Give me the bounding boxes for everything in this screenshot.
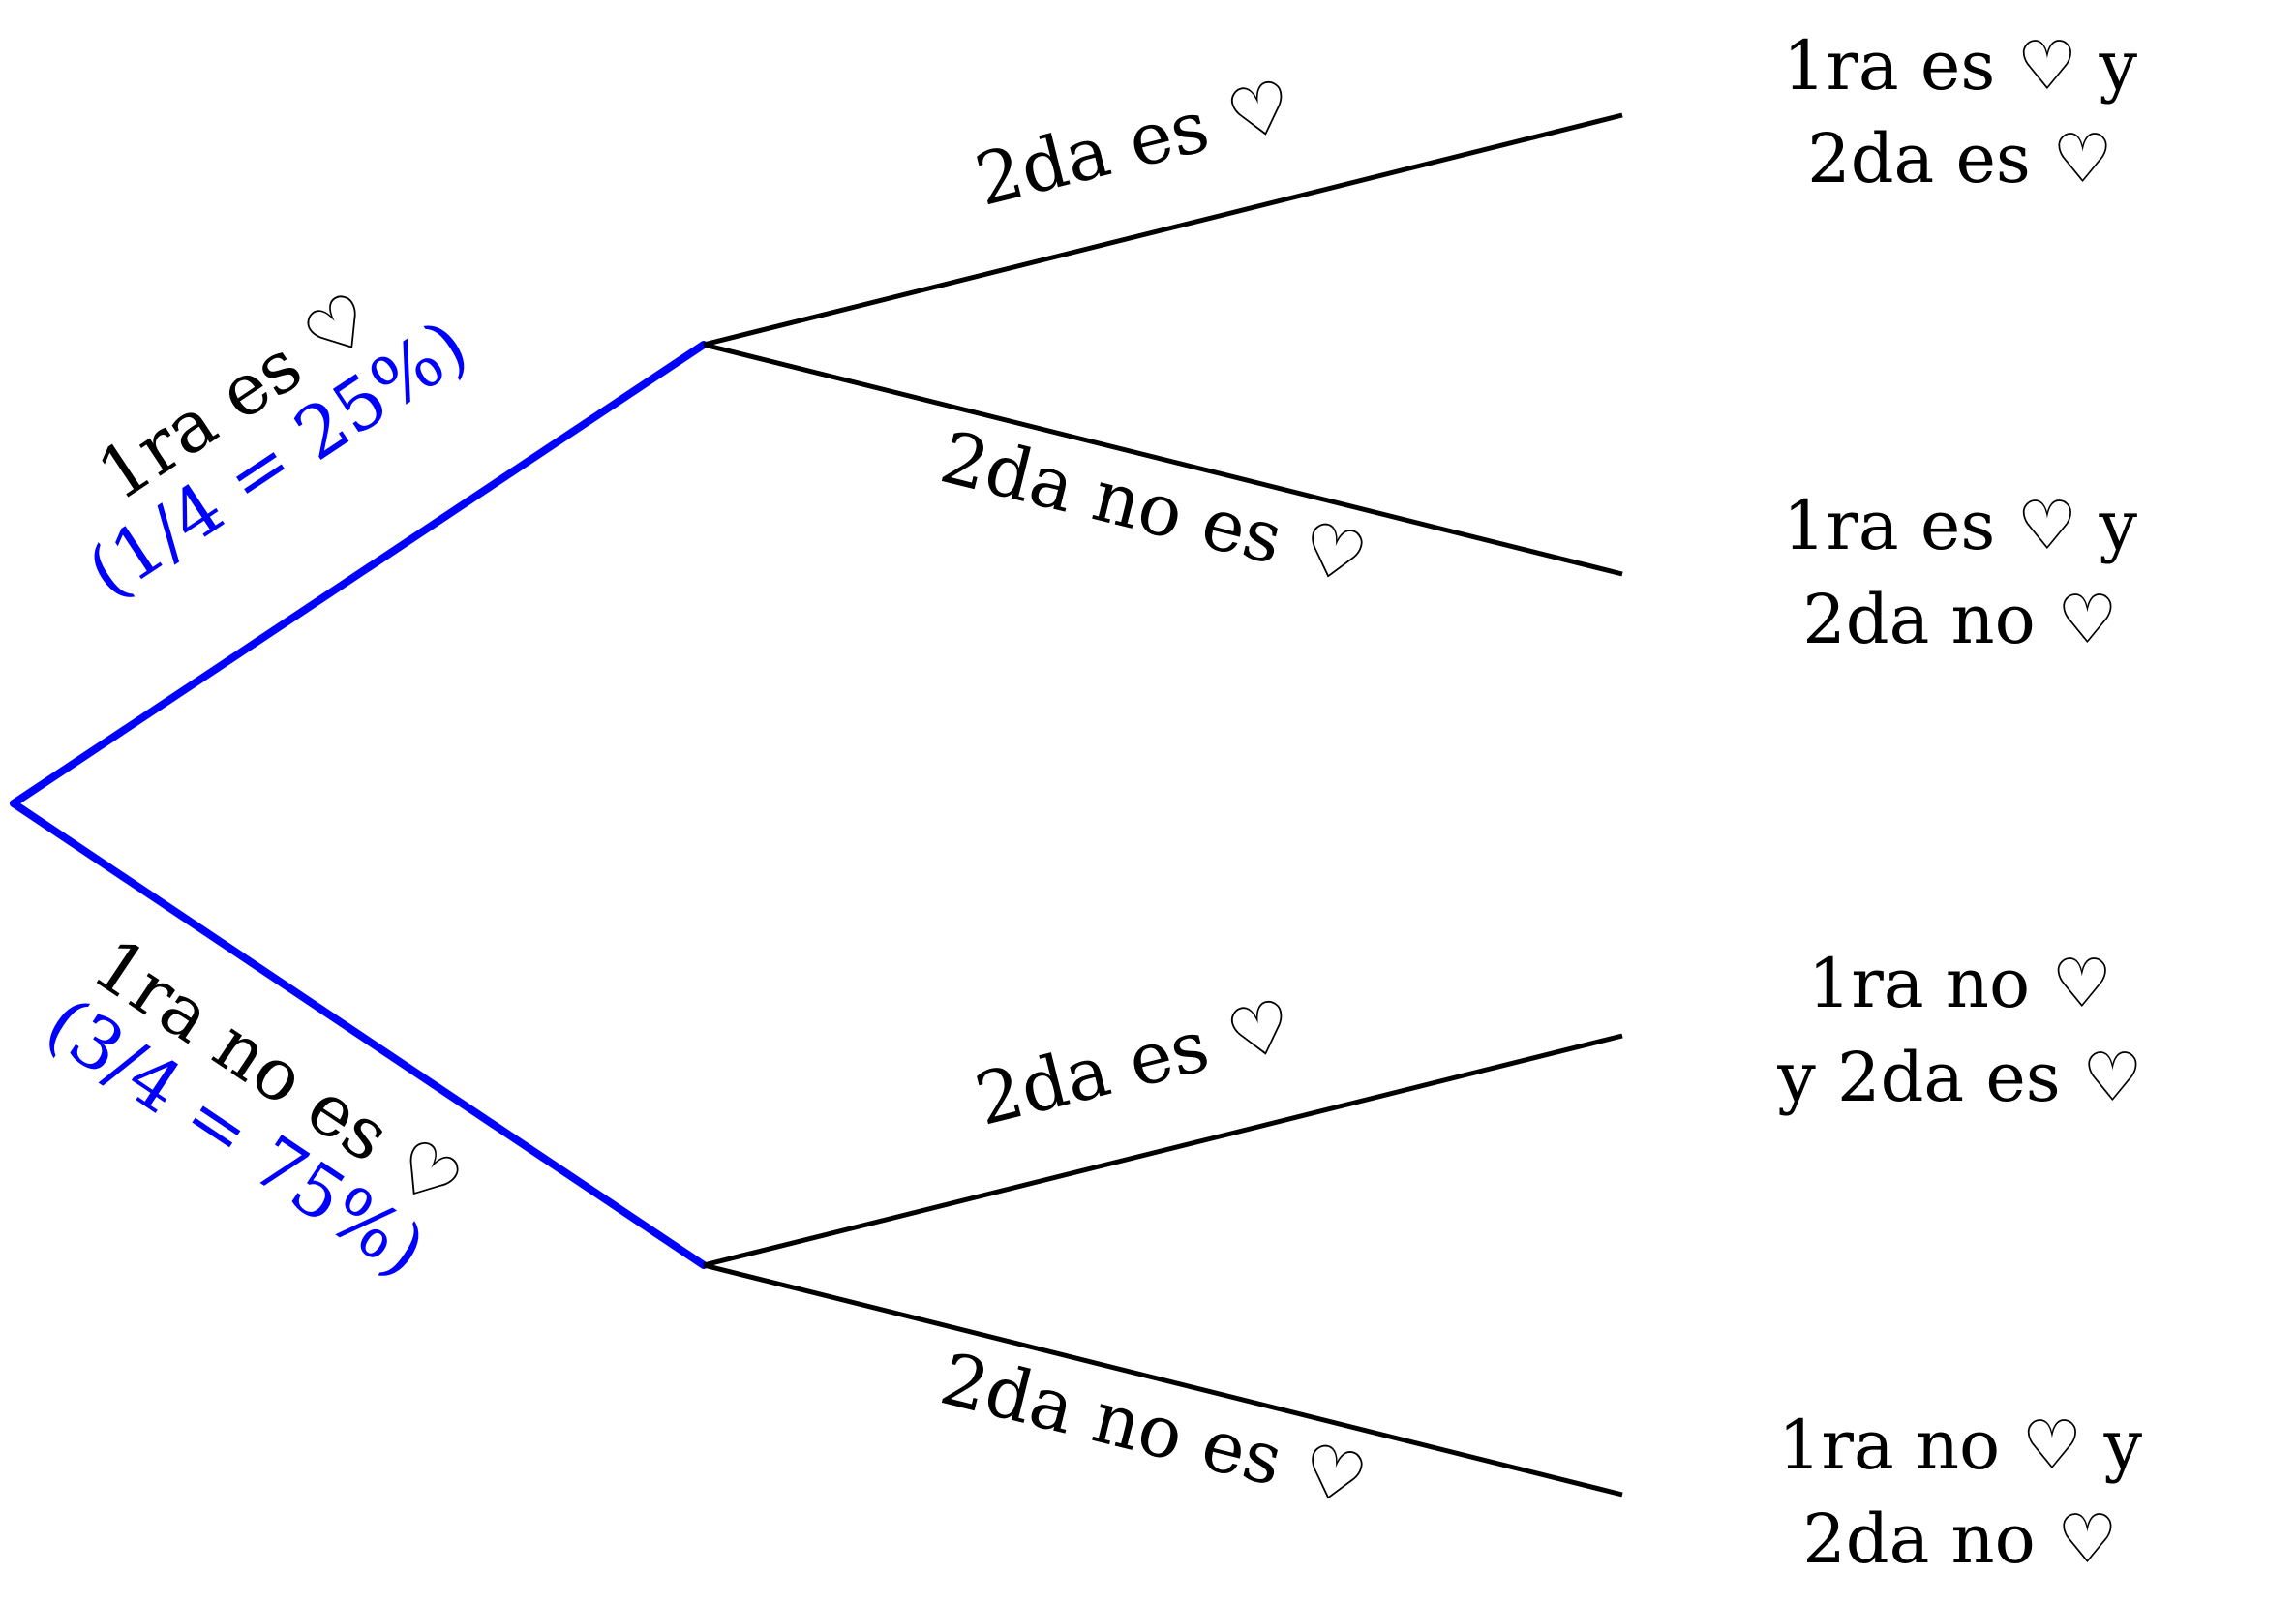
label-second-heart-heart: 2da es ♡ [968, 64, 1302, 223]
outcome-4-line1: 1ra no ♡ y [1778, 1406, 2142, 1485]
outcome-1-line2: 2da es ♡ [1807, 119, 2113, 198]
outcome-2-line1: 1ra es ♡ y [1783, 486, 2138, 565]
branch-second-no-heart-no-heart [703, 1262, 1623, 1498]
label-second-heart-no-heart: 2da no es ♡ [933, 416, 1375, 602]
branch-first-no-heart [10, 800, 708, 1269]
outcome-3-line2: y 2da es ♡ [1776, 1038, 2142, 1117]
label-second-no-heart-no-heart: 2da no es ♡ [933, 1338, 1375, 1524]
branch-second-no-heart-heart [703, 1033, 1623, 1268]
outcome-4-line2: 2da no ♡ [1802, 1499, 2118, 1579]
branch-first-heart [10, 341, 708, 807]
outcome-1-line1: 1ra es ♡ y [1783, 26, 2138, 106]
label-second-no-heart-heart: 2da es ♡ [968, 984, 1302, 1142]
branch-second-heart-heart [703, 112, 1623, 348]
branch-second-heart-no-heart [703, 342, 1623, 577]
outcome-3-line1: 1ra no ♡ [1808, 944, 2112, 1023]
outcome-2-line2: 2da no ♡ [1802, 580, 2118, 659]
